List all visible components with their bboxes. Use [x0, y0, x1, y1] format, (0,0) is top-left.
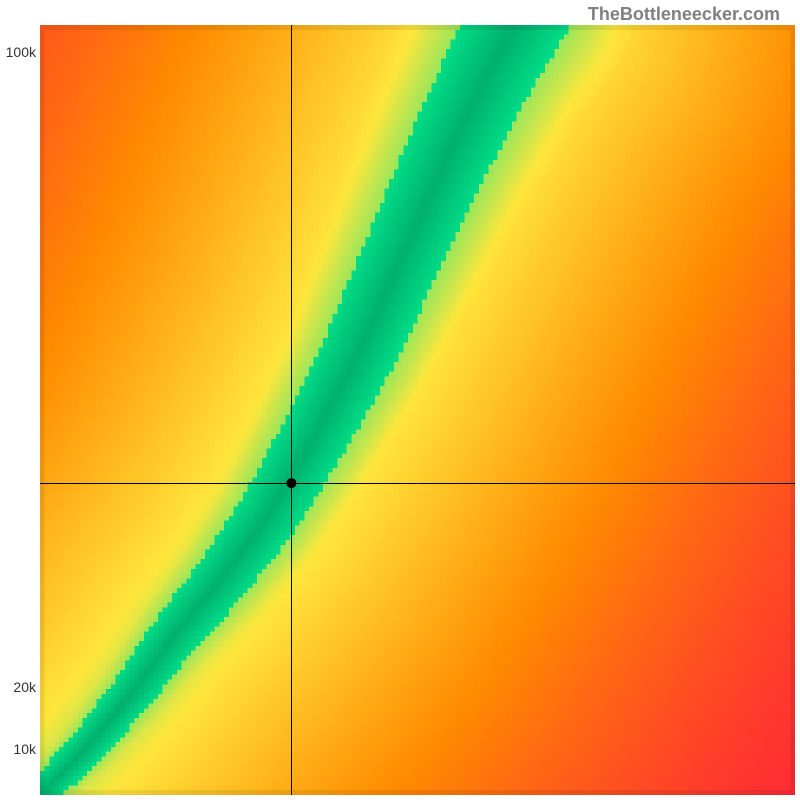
y-tick-label: 100k: [6, 44, 36, 60]
plot-area: [40, 25, 795, 795]
overlay-canvas: [40, 25, 795, 795]
y-tick-label: 10k: [13, 741, 36, 757]
watermark-text: TheBottleneecker.com: [588, 4, 780, 25]
y-tick-label: 20k: [13, 679, 36, 695]
chart-container: TheBottleneecker.com 10k 20k 100k: [0, 0, 800, 800]
